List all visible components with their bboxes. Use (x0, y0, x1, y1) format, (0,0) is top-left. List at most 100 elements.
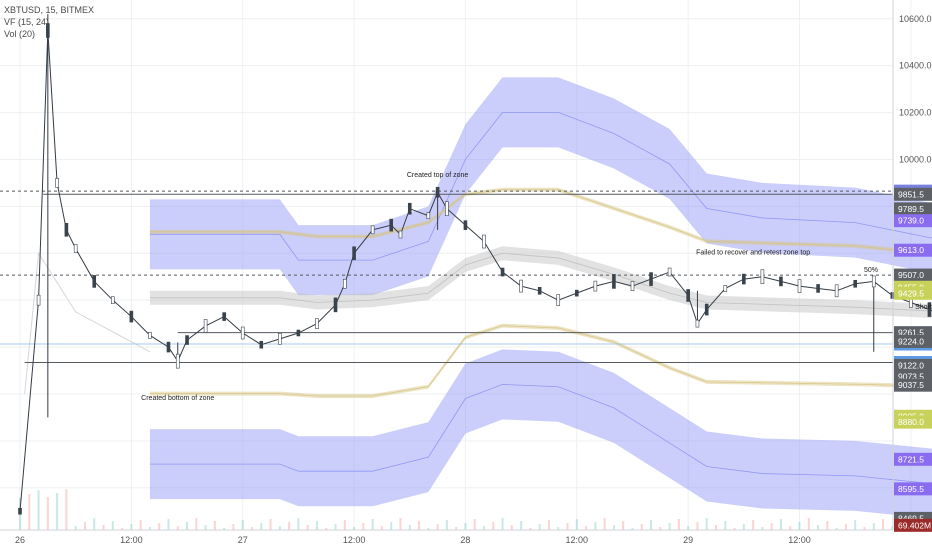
annotation-1: Failed to recover and retest zone top (696, 249, 810, 256)
volume-bar-44 (427, 528, 430, 530)
band-grey-middle (149, 246, 932, 319)
candle-49 (797, 279, 802, 293)
volume-bar-42 (408, 525, 411, 530)
price-tag-8: 9613.0 (898, 245, 924, 255)
volume-bar-50 (483, 526, 485, 530)
price-tag-13: 9122.0 (898, 360, 924, 370)
candle-32 (500, 267, 505, 277)
time-tick-1: 12:00 (120, 535, 143, 545)
price-tag-3: 9261.5 (898, 328, 924, 338)
volume-bar-22 (223, 528, 226, 530)
volume-bar-49 (473, 519, 476, 530)
volume-bar-75 (715, 525, 717, 530)
volume-bar-26 (260, 523, 263, 530)
price-series (18, 14, 932, 515)
time-tick-3: 12:00 (343, 535, 366, 545)
candle-4 (64, 223, 69, 237)
candle-19 (315, 318, 319, 329)
candle-51 (834, 284, 839, 298)
volume-bar-43 (418, 521, 421, 530)
price-tag-bg-15 (894, 378, 932, 392)
volume-bar-41 (399, 518, 402, 530)
candle-31 (482, 234, 486, 249)
volume-bar-65 (622, 521, 625, 530)
price-tag-bg-19 (894, 482, 932, 496)
candle-18 (296, 329, 301, 337)
price-tag-7: 9739.0 (898, 216, 924, 226)
volume-bar-68 (650, 520, 653, 530)
volume-bar-6 (74, 526, 77, 530)
price-tag-20: 8469.5 (898, 513, 924, 523)
volume-bar-70 (668, 523, 671, 530)
candle-29 (445, 201, 449, 217)
candle-38 (612, 274, 616, 289)
candle-26 (407, 202, 412, 215)
volume-bar-34 (334, 524, 337, 530)
candle-20 (333, 297, 338, 313)
time-tick-5: 12:00 (566, 535, 589, 545)
volume-bar-69 (659, 527, 662, 530)
candle-16 (259, 340, 264, 349)
volume-bar-30 (297, 518, 300, 530)
candle-10 (166, 341, 171, 353)
candle-33 (519, 279, 523, 293)
volume-bar-33 (325, 528, 328, 530)
volume-bar-13 (139, 520, 142, 530)
price-tag-bg-21 (894, 518, 932, 532)
candle-23 (370, 225, 375, 235)
volume-bar-16 (167, 519, 170, 530)
volume-bar-31 (306, 525, 309, 530)
price-tag-17: 8880.0 (898, 417, 924, 427)
candle-52 (853, 279, 858, 288)
volume-bar-84 (798, 522, 801, 530)
band-outer-lower (149, 349, 932, 519)
candle-7 (111, 296, 115, 304)
band-outer-upper (149, 77, 932, 296)
volume-bar-71 (677, 519, 680, 530)
band-outer-lower-center (149, 384, 932, 485)
volume-bar-24 (241, 520, 244, 530)
candle-50 (816, 284, 820, 293)
volume-bar-29 (288, 522, 291, 530)
volume-bar-73 (696, 522, 699, 530)
volume-bar-3 (46, 497, 49, 530)
price-tag-6: 9789.5 (898, 204, 924, 214)
volume-bar-45 (436, 524, 439, 530)
price-tag-18: 8721.5 (898, 454, 924, 464)
volume-bar-80 (761, 527, 764, 530)
volume-bar-59 (566, 523, 569, 530)
volume-bar-36 (353, 527, 356, 530)
price-axis[interactable]: 10600.010400.010200.010000.09865.09851.5… (892, 0, 932, 532)
volume-bar-79 (752, 520, 755, 530)
candle-48 (779, 276, 783, 287)
candle-42 (686, 289, 690, 302)
candle-17 (278, 333, 282, 345)
price-tag-14: 9073.5 (898, 372, 924, 382)
volume-bar-47 (455, 527, 458, 530)
candle-45 (723, 285, 728, 292)
price-tag-bg-7 (894, 214, 932, 228)
volume-bar-25 (251, 527, 253, 530)
volume-bar-23 (232, 524, 235, 530)
time-axis[interactable]: 26 12:00 27 12:00 28 12:00 29 12:00 (0, 529, 893, 545)
candle-41 (667, 267, 672, 277)
band-grey-middle-center (149, 252, 932, 312)
candle-30 (463, 220, 468, 230)
price-tag-bg-8 (894, 243, 932, 257)
time-tick-2: 27 (238, 535, 248, 545)
volume-bar-53 (510, 525, 513, 530)
annotation-5: Created bottom of zone (141, 395, 214, 402)
candle-12 (185, 335, 189, 345)
volume-bar-66 (631, 528, 634, 530)
candle-15 (240, 326, 245, 340)
volume-bar-76 (724, 521, 727, 530)
volume-bar-39 (380, 526, 383, 530)
volume-bar-8 (93, 518, 96, 530)
price-tick-1: 10400.0 (899, 61, 932, 71)
candle-35 (556, 294, 561, 306)
volume-bar-72 (687, 526, 690, 530)
price-tick-3: 10000.0 (899, 154, 932, 164)
volume-bar-11 (121, 528, 124, 530)
candle-34 (537, 286, 542, 295)
